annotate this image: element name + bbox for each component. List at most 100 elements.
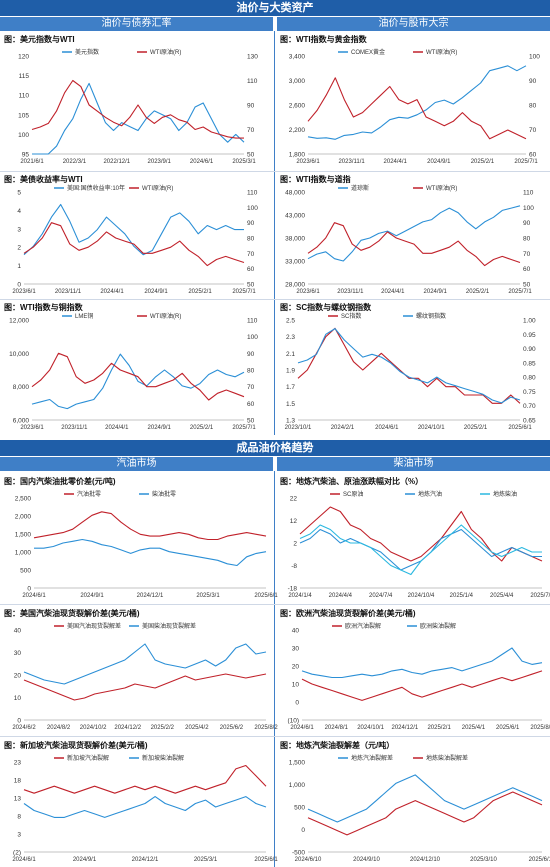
y2-tick-label: 50 <box>247 282 255 289</box>
series-line <box>31 79 244 139</box>
x-tick-label: 2025/2/2 <box>151 725 175 731</box>
y-tick-label: 40 <box>14 628 22 635</box>
y2-tick-label: 50 <box>247 418 255 425</box>
y2-tick-label: 60 <box>529 152 537 159</box>
legend-label: 地炼柴油裂解差 <box>426 754 468 762</box>
series-line <box>299 524 542 576</box>
y-tick-label: 2,600 <box>289 103 306 110</box>
y-tick-label: 3 <box>17 832 21 839</box>
y2-tick-label: 100 <box>529 54 540 61</box>
y-tick-label: 0 <box>17 718 21 725</box>
x-tick-label: 2024/9/1 <box>427 159 451 165</box>
x-tick-label: 2024/6/1 <box>290 725 314 731</box>
x-tick-label: 2024/6/1 <box>22 593 46 599</box>
legend-label: 新加坡柴油裂解 <box>142 754 184 762</box>
legend-label: 美国:国债收益率:10年 <box>67 184 125 192</box>
y-tick-label: 105 <box>18 112 29 119</box>
x-tick-label: 2024/10/4 <box>408 593 435 599</box>
x-tick-label: 2025/2/1 <box>471 159 495 165</box>
legend-label: 地炼汽油 <box>418 490 442 498</box>
x-tick-label: 2024/9/1 <box>144 289 168 295</box>
y-tick-label: 43,000 <box>285 213 305 220</box>
section-banner-top: 油价与大类资产 <box>0 0 550 16</box>
x-tick-label: 2025/4/2 <box>185 725 209 731</box>
y2-tick-label: 70 <box>247 251 255 258</box>
x-tick-label: 2023/11/1 <box>337 289 364 295</box>
series-line <box>23 203 244 256</box>
y2-tick-label: 110 <box>247 318 258 325</box>
x-tick-label: 2024/12/1 <box>137 593 164 599</box>
legend-label: COMEX黄金 <box>351 48 385 56</box>
x-tick-label: 2025/6/1 <box>254 857 278 863</box>
chart-title: 图：地炼汽柴油、原油涨跌幅对比（%） <box>280 477 424 486</box>
legend-label: LME铜 <box>75 312 93 320</box>
y-tick-label: 0 <box>17 282 21 289</box>
x-tick-label: 2024/6/1 <box>12 857 36 863</box>
y-tick-label: 2,000 <box>15 514 32 521</box>
y-tick-label: 10,000 <box>9 351 29 358</box>
chart-wti-gold: 3,400 3,000 2,600 2,200 1,800 100 90 80 70 60 2023… <box>289 48 541 165</box>
y-tick-label: 1,000 <box>15 550 32 557</box>
y-tick-label: 13 <box>14 796 22 803</box>
y2-tick-label: 0.95 <box>523 332 536 339</box>
y2-tick-label: 110 <box>247 78 258 85</box>
x-tick-label: 2023/11/1 <box>61 425 88 431</box>
legend-label: WTI原油(R) <box>142 184 173 192</box>
series-line <box>307 65 527 140</box>
x-tick-label: 2024/9/10 <box>353 857 380 863</box>
y2-tick-label: 90 <box>529 78 537 85</box>
y2-tick-label: 70 <box>247 127 255 134</box>
y2-tick-label: 60 <box>247 401 255 408</box>
y2-tick-label: 0.65 <box>523 418 536 425</box>
series-line <box>23 643 267 685</box>
row-divider <box>0 604 550 605</box>
chart-eu-crack: 40 30 20 10 0 (10)2024/6/1 2024/8/1 2024/10/1 20… <box>287 622 550 731</box>
x-tick-label: 2025/7/1 <box>514 159 538 165</box>
x-tick-label: 2025/3/1 <box>232 159 256 165</box>
chart-sg-crack: 23 18 13 8 3 (2)2024/6/1 2024/9/1 2024/12/1 2025… <box>12 754 278 863</box>
subheader-top-left: 油价与债券汇率 <box>0 17 273 31</box>
y2-tick-label: 0.80 <box>523 375 536 382</box>
x-tick-label: 2024/9/1 <box>424 289 448 295</box>
chart-title: 图：美债收益率与WTI <box>4 175 83 184</box>
x-tick-label: 2024/4/1 <box>100 289 124 295</box>
series-line <box>23 796 267 818</box>
x-tick-label: 2024/4/4 <box>329 593 353 599</box>
y2-tick-label: 80 <box>247 368 255 375</box>
series-line <box>301 647 543 679</box>
y-tick-label: (2) <box>13 850 21 857</box>
subheader-bottom-left: 汽油市场 <box>0 457 273 471</box>
chart-title: 图：新加坡汽柴油现货裂解价差(美元/桶) <box>4 741 148 750</box>
series-line <box>31 353 245 410</box>
x-tick-label: 2025/6/10 <box>529 857 550 863</box>
legend-label: 地炼柴油 <box>493 490 517 498</box>
y-tick-label: 23 <box>14 760 22 767</box>
x-tick-label: 2024/6/1 <box>190 159 214 165</box>
y-tick-label: 110 <box>19 93 30 100</box>
y-tick-label: 1,500 <box>15 532 32 539</box>
series-line <box>297 328 521 404</box>
x-tick-label: 2024/8/1 <box>325 725 349 731</box>
y-tick-label: 1,800 <box>289 152 306 159</box>
chart-usd-wti: 120 115 110 105 100 95 130 110 90 70 50 2021/6/1 202… <box>18 48 258 165</box>
legend-label: 美元指数 <box>75 48 99 56</box>
x-tick-label: 2025/7/1 <box>232 289 256 295</box>
chart-title: 图：欧洲汽柴油现货裂解价差(美元/桶) <box>280 609 416 618</box>
y2-tick-label: 60 <box>523 266 531 273</box>
y-tick-label: 500 <box>20 568 31 575</box>
row-divider <box>0 736 550 737</box>
y2-tick-label: 110 <box>523 190 534 197</box>
x-tick-label: 2024/4/1 <box>384 159 408 165</box>
series-line <box>23 673 267 701</box>
x-tick-label: 2024/8/2 <box>47 725 71 731</box>
y-tick-label: 100 <box>18 132 29 139</box>
y2-tick-label: 100 <box>247 334 258 341</box>
section-banner-bottom: 成品油价格趋势 <box>0 440 550 456</box>
y-tick-label: 3,000 <box>289 78 306 85</box>
x-tick-label: 2025/2/1 <box>427 725 451 731</box>
series-line <box>23 764 267 794</box>
y2-tick-label: 80 <box>529 103 537 110</box>
x-tick-label: 2024/12/1 <box>392 725 419 731</box>
x-tick-label: 2024/10/2 <box>80 725 107 731</box>
y2-tick-label: 80 <box>523 236 531 243</box>
